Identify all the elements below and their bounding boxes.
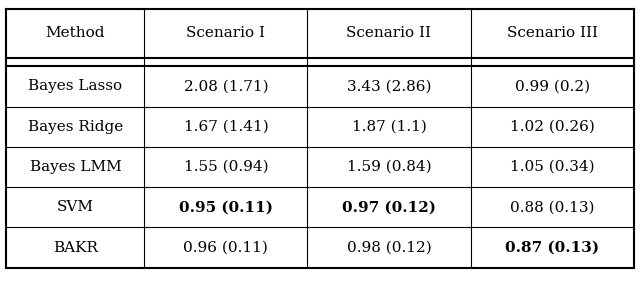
Text: 1.02 (0.26): 1.02 (0.26): [509, 120, 595, 134]
Text: 1.05 (0.34): 1.05 (0.34): [509, 160, 595, 174]
Text: 0.98 (0.12): 0.98 (0.12): [347, 241, 431, 255]
Text: 2.08 (1.71): 2.08 (1.71): [184, 79, 268, 93]
Text: SVM: SVM: [57, 200, 94, 214]
Text: Method: Method: [45, 26, 105, 40]
Text: BAKR: BAKR: [53, 241, 98, 255]
Text: 0.95 (0.11): 0.95 (0.11): [179, 200, 273, 214]
Text: 1.87 (1.1): 1.87 (1.1): [351, 120, 426, 134]
Text: Scenario III: Scenario III: [507, 26, 598, 40]
Text: 1.67 (1.41): 1.67 (1.41): [184, 120, 268, 134]
Text: 0.97 (0.12): 0.97 (0.12): [342, 200, 436, 214]
Text: 0.87 (0.13): 0.87 (0.13): [505, 241, 599, 255]
Text: 1.59 (0.84): 1.59 (0.84): [347, 160, 431, 174]
Text: 0.96 (0.11): 0.96 (0.11): [184, 241, 268, 255]
Text: Bayes Lasso: Bayes Lasso: [28, 79, 122, 93]
Text: 0.99 (0.2): 0.99 (0.2): [515, 79, 589, 93]
Text: 1.55 (0.94): 1.55 (0.94): [184, 160, 268, 174]
Text: Bayes LMM: Bayes LMM: [29, 160, 121, 174]
Text: 3.43 (2.86): 3.43 (2.86): [347, 79, 431, 93]
Text: Bayes Ridge: Bayes Ridge: [28, 120, 123, 134]
Text: Scenario I: Scenario I: [186, 26, 266, 40]
Text: Scenario II: Scenario II: [346, 26, 431, 40]
Text: 0.88 (0.13): 0.88 (0.13): [510, 200, 595, 214]
